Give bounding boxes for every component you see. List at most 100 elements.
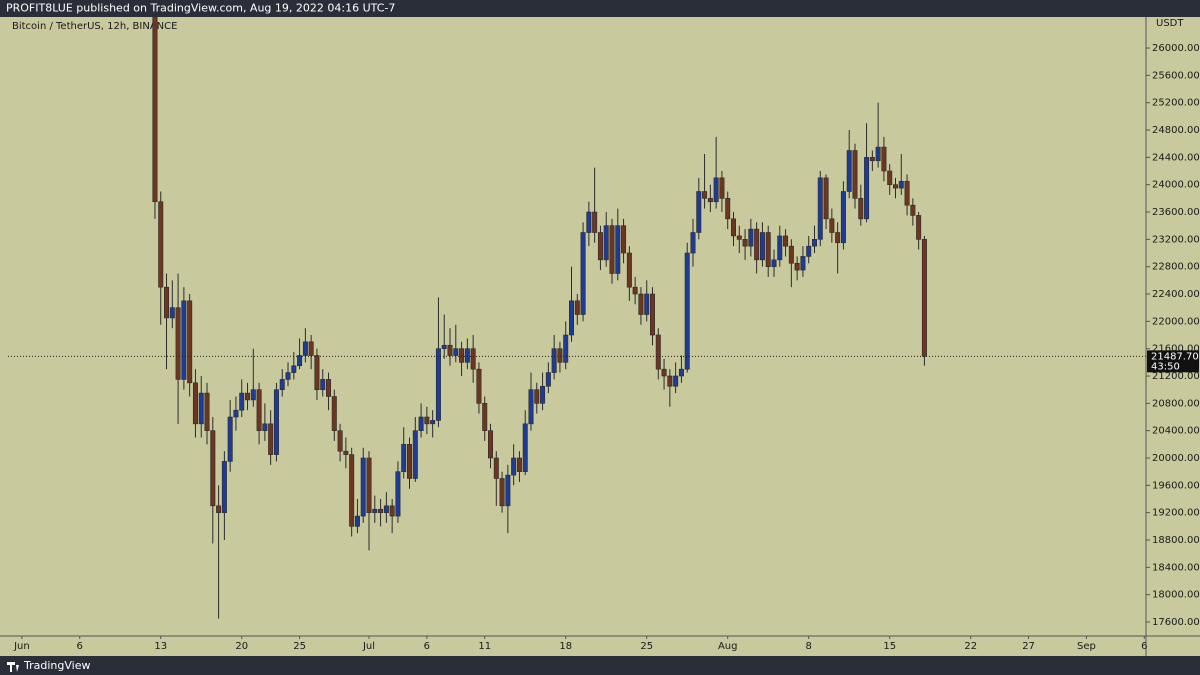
y-tick-label: 19600.00 (1152, 480, 1200, 491)
candle-body (187, 300, 193, 384)
candle-body (435, 348, 441, 421)
x-tick-label: 20 (235, 641, 248, 652)
x-tick-label: 18 (559, 641, 572, 652)
candle-body (488, 430, 494, 459)
candle-body (864, 157, 870, 220)
y-tick-label: 18000.00 (1152, 590, 1200, 601)
y-tick-label: 19200.00 (1152, 508, 1200, 519)
candle-body (632, 286, 638, 295)
candle-body (227, 416, 233, 462)
candle-body (563, 334, 569, 363)
countdown: 43:50 (1151, 361, 1180, 372)
y-tick-label: 24000.00 (1152, 180, 1200, 191)
candle-body (216, 505, 222, 513)
candle-body (667, 375, 673, 387)
candle-body (175, 307, 181, 380)
y-tick-label: 26000.00 (1152, 43, 1200, 54)
candle-body (337, 430, 343, 452)
candle-body (702, 191, 708, 199)
y-tick-label: 24400.00 (1152, 152, 1200, 163)
candle-body (754, 228, 760, 261)
footer-bar (0, 656, 1200, 675)
candle-body (713, 177, 719, 203)
candle-body (569, 300, 575, 336)
y-tick-label: 20000.00 (1152, 453, 1200, 464)
candle-body (210, 430, 216, 507)
candle-body (661, 368, 667, 377)
y-tick-label: 18400.00 (1152, 562, 1200, 573)
candle-body (725, 198, 731, 220)
candle-body (690, 232, 696, 254)
candle-body (459, 348, 465, 363)
last-price-label: 21487.70 (1151, 351, 1199, 362)
x-tick-label: 15 (883, 641, 896, 652)
x-tick-label: Jun (13, 641, 30, 652)
candle-body (447, 344, 453, 356)
y-tick-label: 20800.00 (1152, 398, 1200, 409)
candle-body (835, 232, 841, 244)
candle-body (678, 368, 684, 377)
candle-body (192, 382, 198, 425)
candle-body (221, 461, 227, 513)
candle-body (412, 430, 418, 479)
candle-body (511, 457, 517, 476)
candle-body (279, 379, 285, 390)
candle-body (256, 389, 262, 431)
candle-body (921, 239, 927, 357)
plot-area (8, 17, 1146, 619)
candle-body (719, 177, 725, 199)
candle-body (297, 355, 303, 367)
candle-body (916, 215, 922, 240)
candle-body (626, 252, 632, 288)
candle-body (378, 508, 384, 513)
candle-body (505, 474, 511, 507)
candle-body (401, 444, 407, 472)
candle-body (881, 146, 887, 172)
candle-body (181, 300, 187, 380)
y-tick-label: 20400.00 (1152, 426, 1200, 437)
candle-body (811, 239, 817, 247)
candle-body (800, 256, 806, 271)
candle-body (250, 389, 256, 401)
x-tick-label: 27 (1022, 641, 1035, 652)
price-unit: USDT (1156, 18, 1184, 29)
candle-body (910, 204, 916, 216)
candle-body (869, 157, 875, 162)
candle-body (441, 344, 447, 349)
candle-body (638, 293, 644, 315)
candle-body (308, 341, 314, 356)
candle-body (516, 457, 522, 472)
candle-body (858, 198, 864, 220)
y-tick-label: 23600.00 (1152, 207, 1200, 218)
candle-body (476, 368, 482, 404)
x-tick-label: 11 (478, 641, 491, 652)
candle-body (349, 454, 355, 527)
candle-body (470, 348, 476, 370)
candle-body (204, 392, 210, 431)
candle-body (817, 177, 823, 240)
y-tick-label: 17600.00 (1152, 617, 1200, 628)
candle-body (794, 262, 800, 271)
candle-body (389, 505, 395, 517)
candle-body (783, 235, 789, 247)
candle-body (360, 457, 366, 517)
x-tick-label: 22 (964, 641, 977, 652)
candle-body (597, 232, 603, 261)
candle-body (875, 146, 881, 162)
candle-body (904, 180, 910, 206)
candle-body (788, 245, 794, 264)
candle-body (806, 245, 812, 257)
candle-body (736, 235, 742, 240)
x-tick-label: 6 (77, 641, 83, 652)
x-tick-label: Aug (718, 641, 738, 652)
candle-body (644, 293, 650, 315)
candle-body (302, 341, 308, 356)
x-tick-label: 25 (640, 641, 653, 652)
y-tick-label: 22400.00 (1152, 289, 1200, 300)
candle-body (499, 478, 505, 507)
candle-body (777, 235, 783, 261)
candle-body (354, 515, 360, 527)
header-bar (0, 0, 1200, 17)
x-tick-label: Sep (1077, 641, 1096, 652)
